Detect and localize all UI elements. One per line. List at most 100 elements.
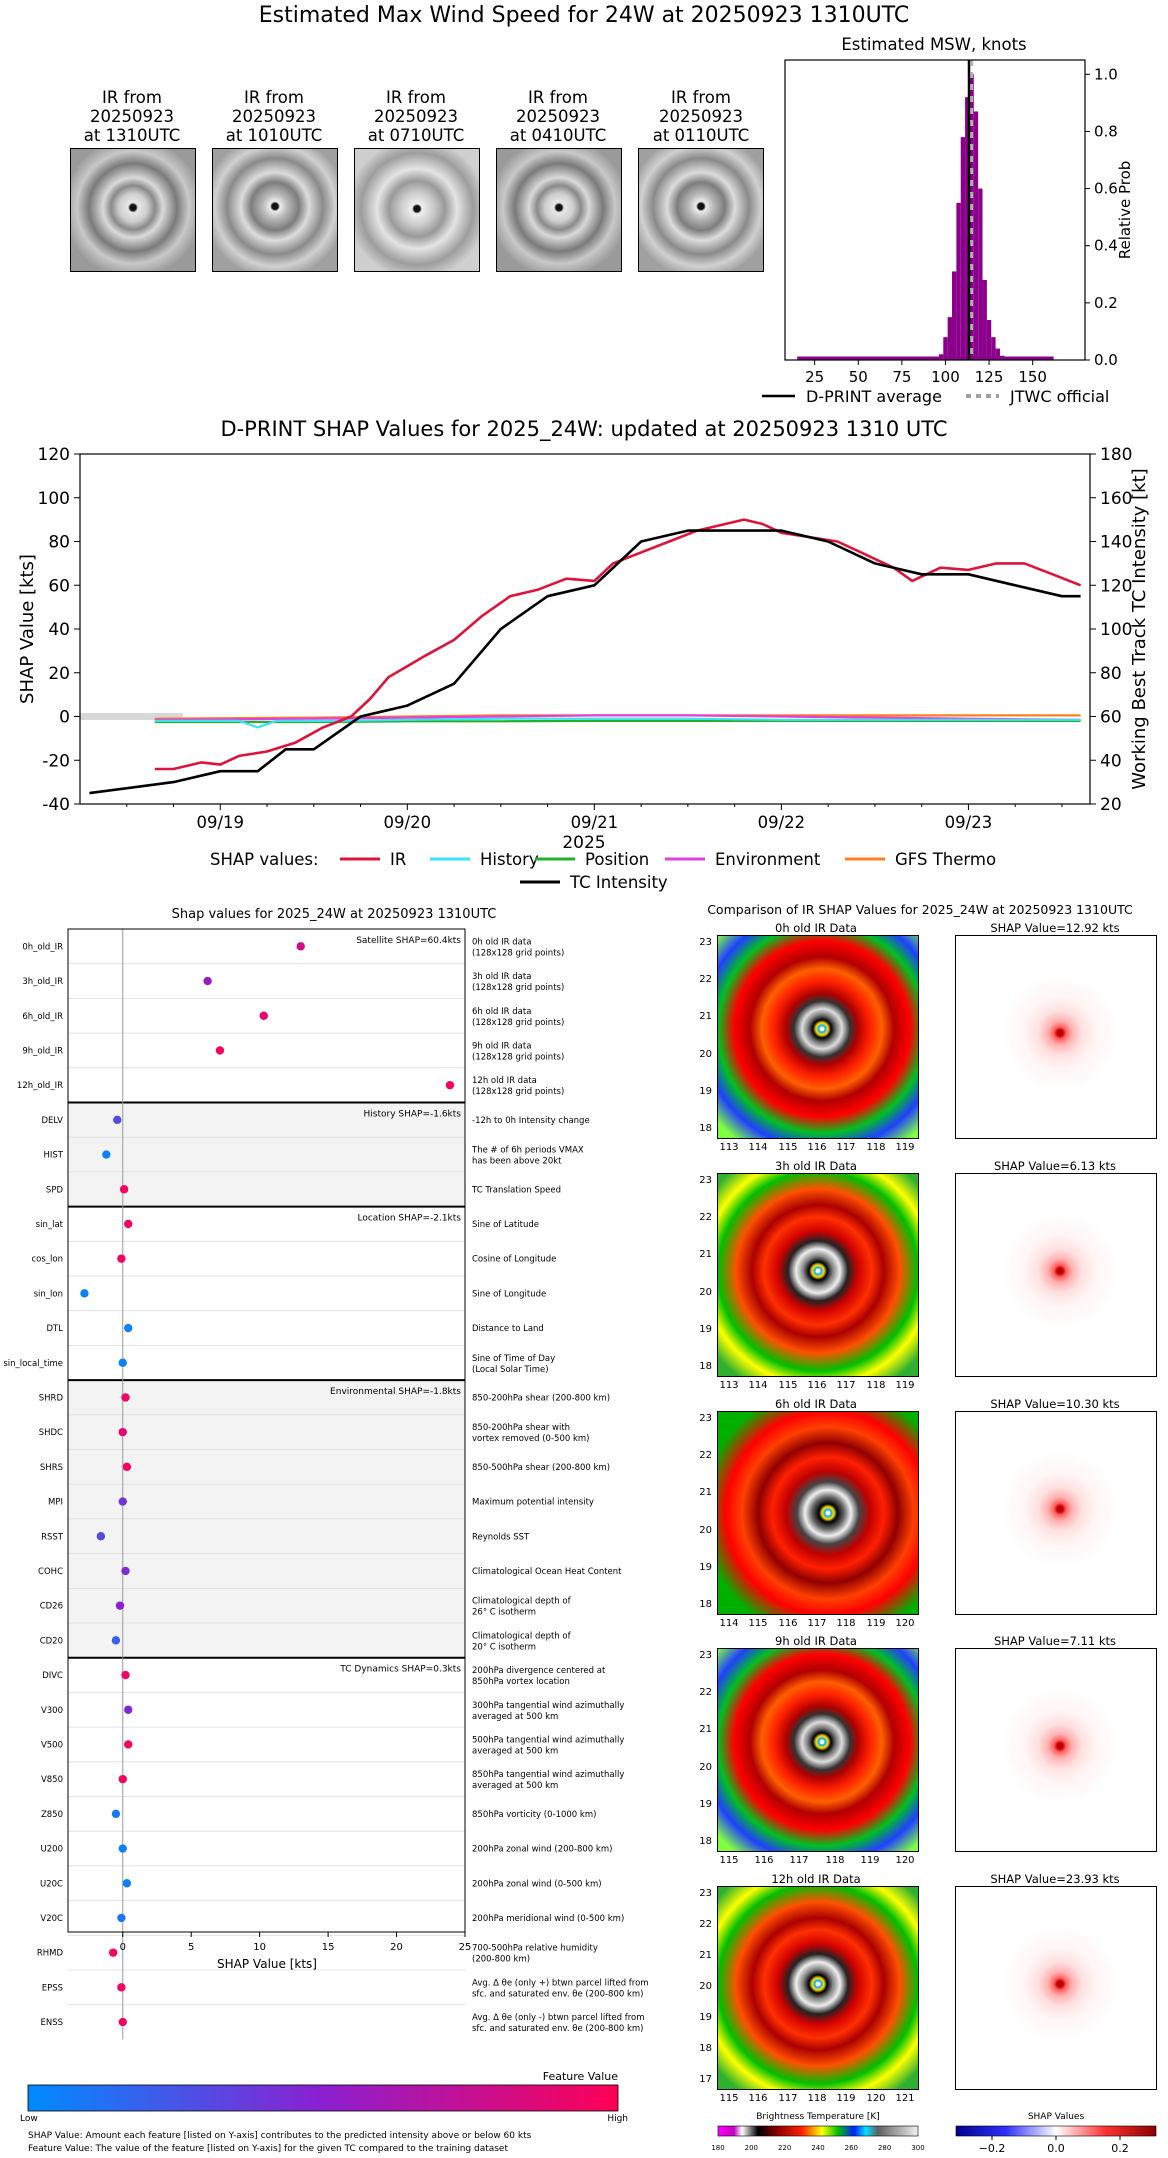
- ir-thumb-caption-3: IR from 20250923 at 0710UTC: [367, 88, 465, 145]
- feature-dot-z850: [111, 1809, 121, 1819]
- feature-desc: (128x128 grid points): [472, 1018, 564, 1028]
- lat-tick: 23: [699, 1175, 712, 1186]
- ts-xtick-label: 09/19: [196, 813, 244, 832]
- lat-tick: 23: [699, 1650, 712, 1661]
- shap-map-2: [955, 1411, 1157, 1615]
- lon-tick: 113: [719, 1142, 739, 1153]
- feature-name: V20C: [40, 1914, 63, 1924]
- feature-desc: Climatological Ocean Heat Content: [472, 1567, 622, 1577]
- shap-panel-title: SHAP Value=23.93 kts: [990, 1872, 1120, 1886]
- ts-ytick-label: 80: [48, 533, 70, 553]
- feature-colorbar-high: High: [607, 2114, 628, 2124]
- series-line-ir: [154, 518, 1082, 771]
- dot-xtick-label: 20: [390, 1942, 403, 1953]
- feature-desc: Sine of Time of Day: [472, 1354, 555, 1364]
- ir-thumb-caption-2: IR from 20250923 at 1010UTC: [225, 88, 323, 145]
- msw-bar-5: [960, 137, 966, 360]
- shap-panel-title: SHAP Value=6.13 kts: [993, 1159, 1117, 1173]
- lat-tick: 22: [699, 1687, 712, 1698]
- ts-ytick-label: -20: [42, 751, 70, 771]
- dot-plot-frame: [67, 928, 466, 1933]
- feature-dot-v300: [124, 1705, 133, 1714]
- series-line-environment: [154, 714, 1081, 721]
- lat-tick: 20: [699, 1762, 712, 1773]
- lon-tick: 117: [807, 1618, 827, 1629]
- ir-map-2: [717, 1411, 919, 1615]
- ir-panel-title: 12h old IR Data: [771, 1872, 861, 1886]
- lon-tick: 117: [836, 1142, 856, 1153]
- lon-tick: 113: [719, 1380, 739, 1391]
- feature-name: 6h_old_IR: [22, 1012, 63, 1022]
- msw-ylabel: Relative Prob: [1116, 161, 1134, 260]
- shap-tick: 0.2: [1111, 2142, 1129, 2155]
- lon-tick: 120: [866, 2093, 886, 2104]
- feature-name: RSST: [41, 1532, 64, 1542]
- lat-tick: 21: [699, 1950, 712, 1961]
- lat-tick: 19: [699, 1324, 712, 1335]
- feature-desc: 850-500hPa shear (200-800 km): [472, 1463, 610, 1473]
- msw-bar-14: [999, 355, 1005, 360]
- feature-name: U200: [41, 1845, 63, 1855]
- msw-ytick-label: 0.6: [1094, 180, 1118, 198]
- ts-ylabel: SHAP Value [kts]: [17, 554, 38, 704]
- ir-panel-title: 3h old IR Data: [775, 1159, 857, 1173]
- legend-label-gfs-thermo: GFS Thermo: [895, 850, 996, 869]
- msw-xtick-label: 75: [892, 368, 911, 386]
- msw-bar-8: [973, 111, 979, 360]
- feature-name: EPSS: [42, 1983, 63, 1993]
- ts-y2tick-label: 60: [1100, 708, 1122, 728]
- lat-tick: 23: [699, 1413, 712, 1424]
- feature-name: CD20: [40, 1636, 63, 1646]
- legend-label-history: History: [480, 850, 539, 869]
- ts-xlabel: 2025: [562, 833, 605, 853]
- feature-desc: 200hPa zonal wind (0-500 km): [472, 1879, 602, 1889]
- feature-desc: Sine of Longitude: [472, 1289, 546, 1299]
- dot-title: Shap values for 2025_24W at 20250923 131…: [172, 907, 497, 922]
- ts-y2tick-label: 100: [1100, 620, 1132, 640]
- feature-desc: 6h old IR data: [472, 1007, 531, 1017]
- ts-y2tick-label: 180: [1100, 445, 1132, 465]
- lat-tick: 22: [699, 1212, 712, 1223]
- bt-colorbar-bar: [717, 2125, 919, 2137]
- bt-colorbar: Brightness Temperature [K] 180 200 220 240 2…: [711, 2112, 924, 2152]
- series-line-tc-intensity: [89, 529, 1081, 795]
- feature-desc: 500hPa tangential wind azimuthally: [472, 1735, 624, 1745]
- msw-bar-10: [982, 280, 987, 360]
- lon-tick: 119: [836, 2093, 856, 2104]
- ts-ytick-label: 20: [48, 664, 70, 684]
- feature-dot-cd20: [111, 1636, 121, 1645]
- lon-tick: 117: [836, 1380, 856, 1391]
- lon-tick: 114: [748, 1380, 768, 1391]
- feature-dot-rhmd: [108, 1948, 118, 1957]
- ir-thumbnail-1010: [212, 148, 338, 272]
- lat-tick: 21: [699, 1249, 712, 1260]
- feature-dot-3h_old_ir: [203, 976, 212, 986]
- lon-tick: 115: [748, 1618, 768, 1629]
- feature-desc: Avg. Δ θe (only +) btwn parcel lifted fr…: [472, 1978, 649, 1988]
- feature-desc: Climatological depth of: [472, 1597, 572, 1607]
- lat-tick: 20: [699, 1981, 712, 1992]
- feature-desc: Avg. Δ θe (only -) btwn parcel lifted fr…: [472, 2013, 645, 2023]
- lat-tick: 18: [699, 1599, 712, 1610]
- feature-name: V850: [41, 1775, 63, 1785]
- msw-bar-6: [965, 97, 970, 361]
- feature-dot-enss: [118, 2017, 127, 2027]
- ts-plot-frame: [79, 453, 1091, 805]
- dot-xtick-label: 10: [253, 1942, 266, 1953]
- feature-dot-sin_lat: [124, 1219, 133, 1229]
- dot-xlabel: SHAP Value [kts]: [217, 1957, 317, 1971]
- feature-dot-delv: [113, 1115, 122, 1125]
- lon-tick: 115: [778, 1380, 798, 1391]
- lon-tick: 118: [866, 1380, 886, 1391]
- lat-tick: 19: [699, 2012, 712, 2023]
- lat-tick: 19: [699, 1562, 712, 1573]
- feature-name: V300: [41, 1706, 63, 1716]
- zero-band: [80, 713, 183, 720]
- lon-tick: 114: [748, 1142, 768, 1153]
- feature-name: cos_lon: [31, 1255, 63, 1265]
- feature-desc: averaged at 500 km: [472, 1712, 558, 1722]
- feature-desc: Cosine of Longitude: [472, 1255, 556, 1265]
- lat-tick: 18: [699, 1836, 712, 1847]
- bt-colorbar-title: Brightness Temperature [K]: [756, 2112, 880, 2122]
- ts-ytick-label: 100: [38, 489, 70, 509]
